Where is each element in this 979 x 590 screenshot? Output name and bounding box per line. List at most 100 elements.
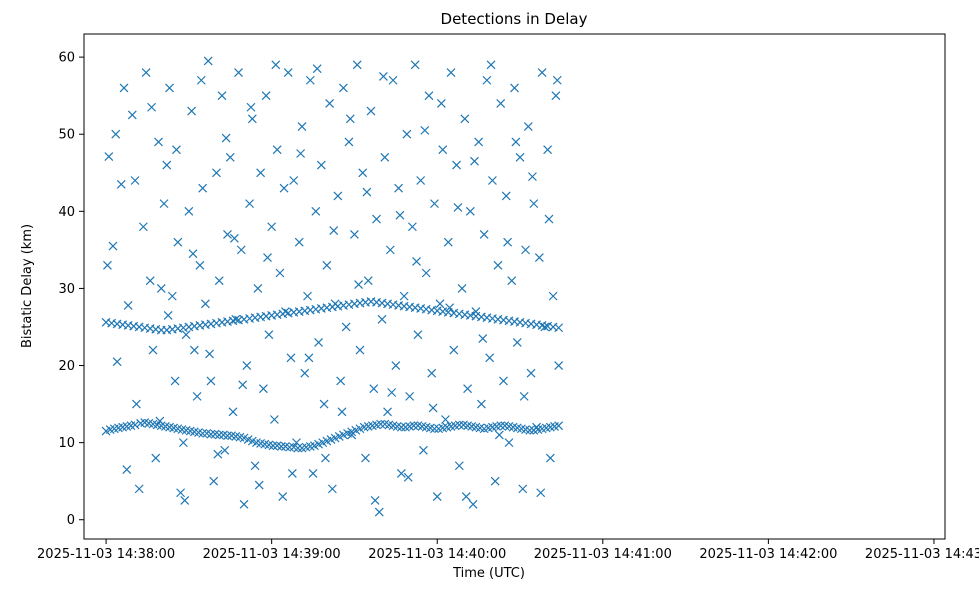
data-point <box>413 330 423 340</box>
data-point <box>173 237 183 247</box>
data-point <box>519 391 529 401</box>
data-point <box>196 75 206 85</box>
x-tick-label: 2025-11-03 14:39:00 <box>203 547 341 562</box>
data-point <box>536 488 546 498</box>
data-point <box>503 237 513 247</box>
data-point <box>416 176 426 185</box>
data-point <box>496 421 506 431</box>
data-point <box>261 91 271 101</box>
data-point <box>387 388 397 397</box>
data-point <box>200 299 210 309</box>
data-point <box>388 75 398 85</box>
data-point <box>312 64 322 74</box>
data-point <box>427 368 437 378</box>
data-point <box>192 391 202 401</box>
data-point <box>297 122 307 131</box>
data-point <box>246 102 256 112</box>
data-point <box>407 222 417 232</box>
data-point <box>205 349 214 359</box>
data-point <box>430 424 439 434</box>
data-point <box>463 384 473 394</box>
data-point <box>321 453 330 463</box>
data-point <box>377 314 387 324</box>
data-point <box>487 176 497 185</box>
data-point <box>138 222 148 232</box>
data-point <box>366 106 376 116</box>
data-points <box>101 56 564 517</box>
data-point <box>180 496 190 505</box>
data-point <box>394 183 404 193</box>
data-point <box>206 429 216 439</box>
data-point <box>410 60 420 70</box>
y-axis-label: Bistatic Delay (km) <box>20 224 35 348</box>
data-point <box>430 199 439 209</box>
data-point <box>181 330 191 340</box>
data-point <box>395 210 405 220</box>
data-point <box>154 137 163 147</box>
data-point <box>122 465 132 475</box>
data-point <box>286 353 296 363</box>
data-point <box>554 361 564 370</box>
data-point <box>206 376 216 386</box>
chart-title: Detections in Delay <box>441 10 588 28</box>
data-point <box>111 129 121 139</box>
data-point <box>314 337 323 347</box>
data-point <box>322 260 332 270</box>
data-point <box>344 137 354 147</box>
data-point <box>165 83 174 93</box>
data-point <box>438 145 448 155</box>
x-tick-label: 2025-11-03 14:41:00 <box>534 547 672 562</box>
data-point <box>221 133 231 143</box>
data-point <box>511 137 521 147</box>
data-point <box>156 284 166 293</box>
data-point <box>263 253 272 263</box>
data-point <box>482 75 492 85</box>
data-point <box>443 237 453 247</box>
data-point <box>231 314 241 324</box>
data-point <box>409 421 419 431</box>
data-point <box>296 149 306 158</box>
data-point <box>268 441 278 451</box>
data-point <box>223 431 232 441</box>
data-point <box>523 122 533 131</box>
data-point <box>275 268 285 278</box>
data-point <box>329 226 339 236</box>
data-point <box>372 214 381 224</box>
data-point <box>264 330 274 340</box>
data-point <box>554 323 564 333</box>
data-point <box>445 303 455 313</box>
y-tick-label: 10 <box>58 436 75 451</box>
data-point <box>355 345 365 355</box>
x-tick-label: 2025-11-03 14:42:00 <box>699 547 837 562</box>
data-point <box>178 438 188 448</box>
data-point <box>490 476 500 486</box>
data-point <box>188 249 198 259</box>
data-point <box>327 484 337 494</box>
data-point <box>504 438 514 448</box>
data-point <box>453 203 463 212</box>
data-point <box>544 214 554 224</box>
data-point <box>362 187 372 197</box>
data-point <box>465 206 475 216</box>
y-tick-label: 60 <box>58 51 75 66</box>
data-point <box>130 420 140 430</box>
data-point <box>370 496 380 505</box>
data-point <box>163 310 173 320</box>
data-point <box>119 83 129 93</box>
data-point <box>525 425 535 435</box>
data-point <box>228 407 238 417</box>
data-point <box>289 176 299 185</box>
data-point <box>245 199 255 209</box>
data-point <box>499 376 508 386</box>
data-point <box>391 361 401 370</box>
data-point <box>155 416 165 426</box>
data-point <box>534 253 544 263</box>
data-point <box>479 230 489 239</box>
data-point <box>428 403 438 413</box>
data-point <box>478 334 488 343</box>
data-point <box>212 168 221 178</box>
plot-area <box>83 33 946 540</box>
y-tick-label: 30 <box>58 282 75 297</box>
data-point <box>187 106 197 116</box>
